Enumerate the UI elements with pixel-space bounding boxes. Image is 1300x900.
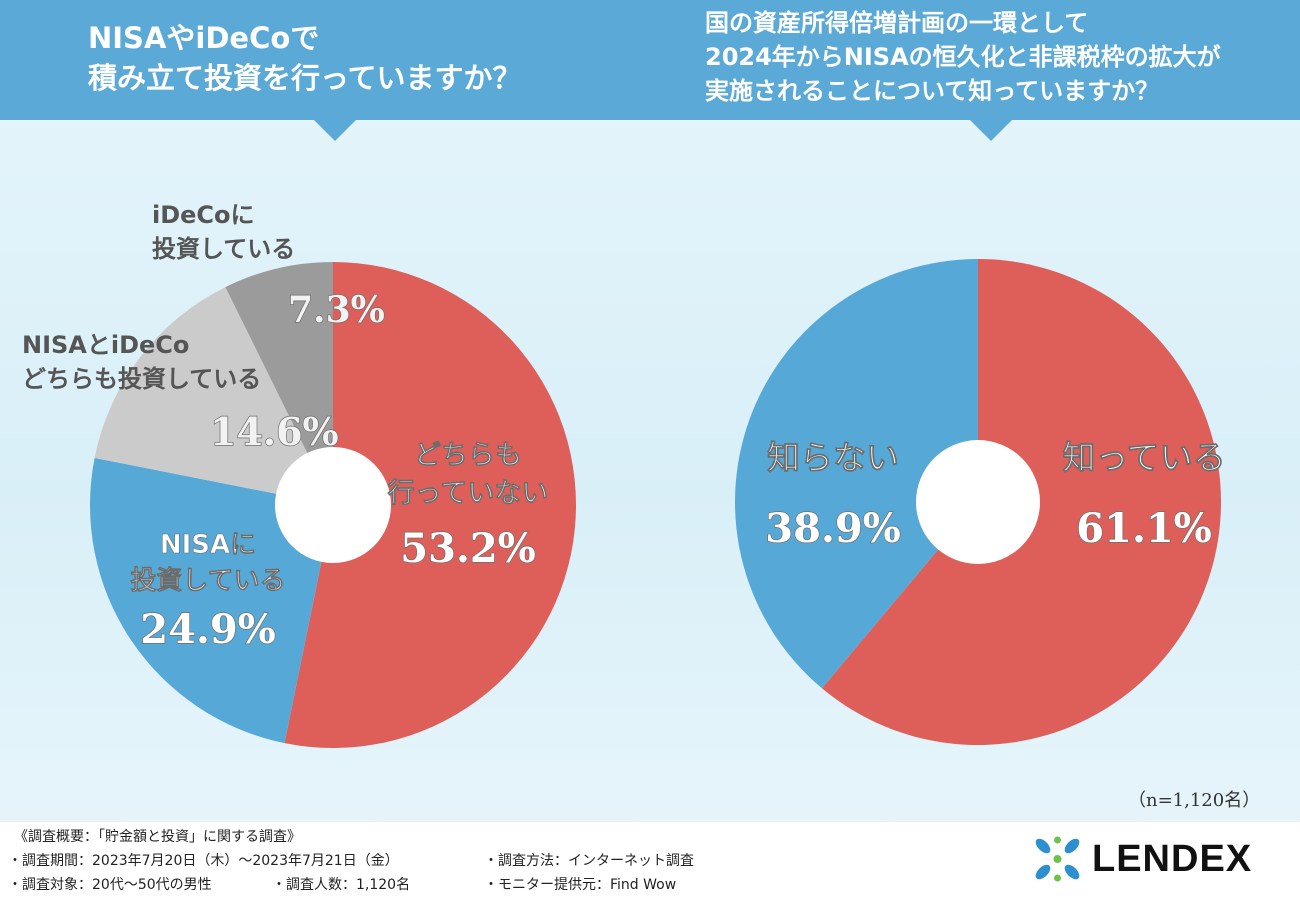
slice-value-1: 24.9%: [140, 606, 275, 653]
slice-label-0-line-0: 知っている: [1062, 438, 1225, 477]
pie-slice-1: [89, 457, 333, 744]
right-question-line-2: 2024年からNISAの恒久化と非課税枠の拡大が: [705, 43, 1221, 71]
slice-value-3: 7.3%: [288, 289, 385, 331]
slice-value-2: 14.6%: [210, 409, 339, 454]
lendex-logo-text: LENDEX: [1092, 838, 1253, 880]
slice-value-0: 53.2%: [400, 525, 535, 572]
slice-label-3-line-1: 投資している: [152, 235, 295, 263]
right-question-title: 国の資産所得倍増計画の一環として 2024年からNISAの恒久化と非課税枠の拡大…: [705, 6, 1295, 108]
slice-value-1: 38.9%: [765, 505, 900, 552]
footer-period: ・調査期間：2023年7月20日（木）～2023年7月21日（金）: [8, 853, 399, 869]
right-question-pointer: [969, 119, 1013, 141]
donut-hole: [275, 447, 391, 563]
slice-label-1-line-0: 知らない: [767, 438, 899, 477]
footer-provider: ・モニター提供元：Find Wow: [484, 877, 677, 893]
pie-slice-0: [284, 262, 576, 748]
left-question-title: NISAやiDeCoで 積み立て投資を行っていますか？: [88, 18, 608, 98]
footer-count: ・調査人数：1,120名: [272, 877, 411, 893]
slice-label-0-line-0: どちらも: [414, 440, 522, 471]
footer-method: ・調査方法：インターネット調査: [484, 853, 694, 869]
pie-slice-2: [94, 287, 333, 505]
sample-size-note: （n=1,120名）: [1128, 790, 1261, 811]
donut-hole: [916, 440, 1040, 564]
pie-slice-1: [734, 259, 978, 689]
slice-label-1-line-0: NISAに: [160, 530, 256, 560]
lendex-logo-icon: [1035, 836, 1080, 882]
slice-value-0: 61.1%: [1076, 505, 1211, 552]
left-question-pointer: [313, 119, 357, 141]
slice-label-2-line-0: NISAとiDeCo: [22, 331, 189, 359]
slice-label-group-0: 知っている 61.1%: [1062, 438, 1226, 553]
survey-footer: 《調査概要：「貯金額と投資」に関する調査》 ・調査期間：2023年7月20日（木…: [0, 822, 1300, 900]
right-question-line-3: 実施されることについて知っていますか？: [705, 77, 1160, 105]
lendex-logo: LENDEX: [1030, 834, 1280, 884]
pie-slice-3: [225, 262, 333, 505]
slice-label-1-line-1: 投資している: [130, 566, 285, 596]
footer-heading: 《調査概要：「貯金額と投資」に関する調査》: [14, 829, 301, 845]
right-question-line-1: 国の資産所得倍増計画の一環として: [705, 9, 1089, 37]
footer-target: ・調査対象：20代～50代の男性: [8, 877, 212, 893]
header-banner: [0, 0, 1300, 120]
slice-label-0-line-1: 行っていない: [387, 477, 549, 509]
left-question-line-1: NISAやiDeCoで: [88, 21, 320, 55]
slice-label-group-2: NISAとiDeCo どちらも投資している 14.6%: [22, 331, 339, 455]
slice-label-2-line-1: どちらも投資している: [22, 365, 261, 393]
slice-label-3-line-0: iDeCoに: [152, 201, 255, 229]
left-question-line-2: 積み立て投資を行っていますか？: [88, 61, 522, 95]
slice-label-group-1: 知らない 38.9%: [765, 438, 902, 553]
